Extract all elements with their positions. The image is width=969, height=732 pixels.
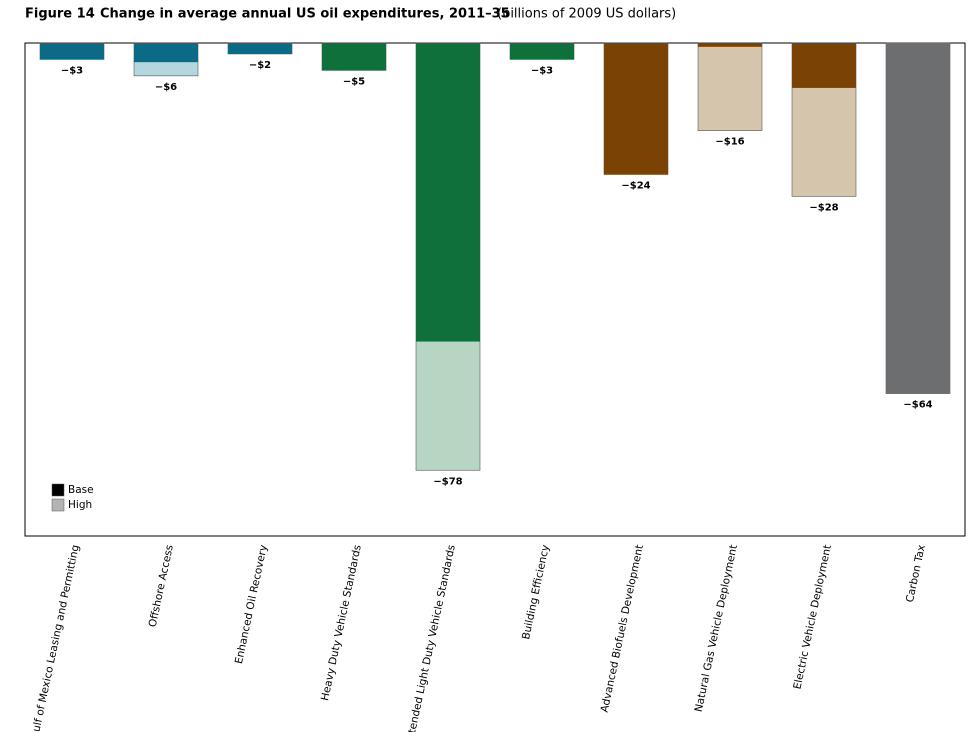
x-tick-label: Advanced Biofuels Development [599,544,646,714]
x-tick-label: Enhanced Oil Recovery [233,544,270,665]
value-label: −$3 [531,65,553,76]
bar [40,43,104,60]
x-tick-label: Building Efficiency [520,544,552,641]
value-label: −$16 [715,137,744,148]
bar [698,43,762,47]
legend-label: High [68,499,92,511]
value-label: −$78 [433,476,462,487]
bar [322,43,386,71]
x-tick-label: Electric Vehicle Deployment [791,544,833,691]
legend-swatch [51,498,65,512]
bar [604,43,668,175]
x-tick-label: Gulf of Mexico Leasing and Permitting [29,544,82,732]
plot-frame [24,42,966,537]
chart-subtitle: (billions of 2009 US dollars) [497,7,676,22]
bar [228,43,292,54]
value-label: −$28 [809,202,838,213]
figure-label: Figure 14 [25,7,95,22]
value-label: −$5 [343,76,365,87]
value-label: −$6 [155,82,177,93]
legend-label: Base [68,484,94,496]
legend-swatch [51,483,65,497]
value-label: −$3 [61,65,83,76]
bar [510,43,574,60]
bar [416,43,480,342]
bar [697,42,763,131]
value-label: −$2 [249,60,271,71]
x-tick-label: Offshore Access [147,544,176,629]
x-tick-label: Natural Gas Vehicle Deployment [693,544,740,713]
bar [886,43,950,394]
bar [134,43,198,63]
x-tick-label: Heavy Duty Vehicle Standards [319,544,364,702]
value-label: −$24 [621,180,650,191]
x-tick-label: Carbon Tax [904,544,928,604]
x-tick-label: Extended Light Duty Vehicle Standards [403,544,457,732]
value-label: −$64 [903,400,932,411]
bar [792,43,856,88]
chart-title: Change in average annual US oil expendit… [100,7,510,22]
